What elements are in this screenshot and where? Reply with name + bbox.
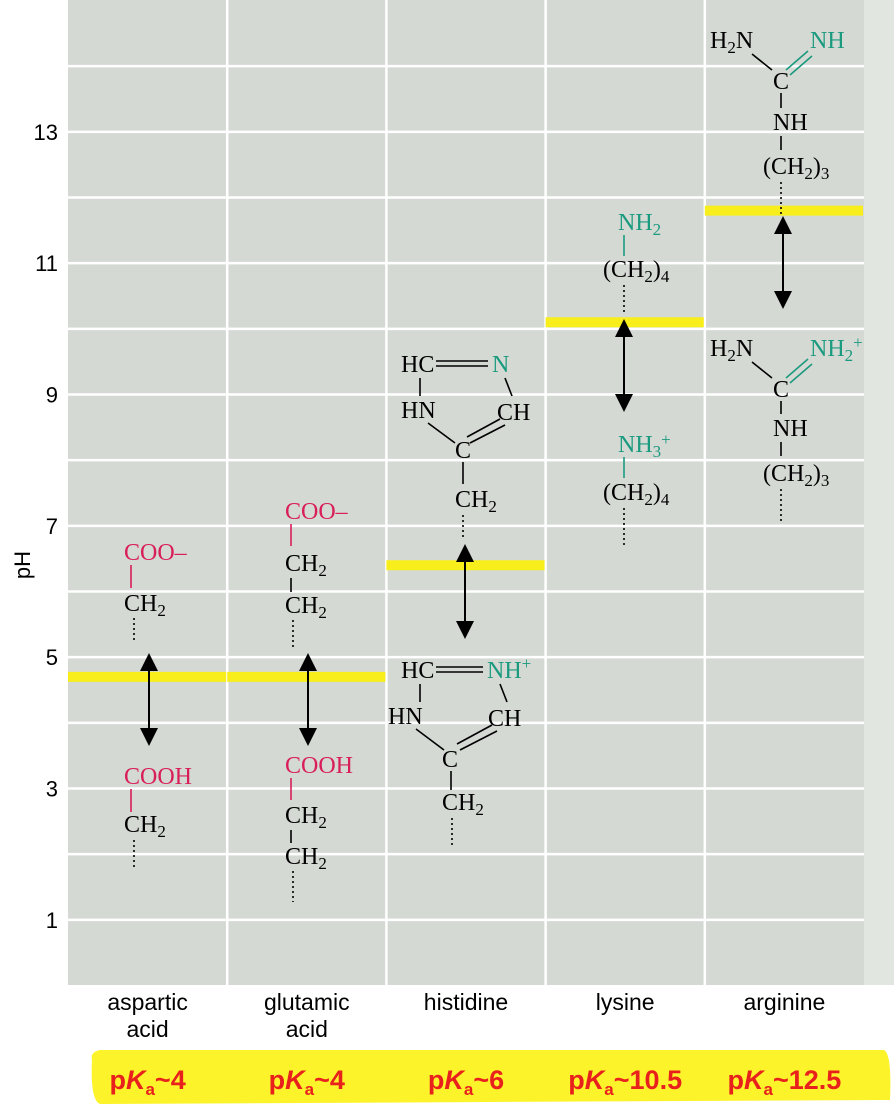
arg-bot-c: C xyxy=(773,377,789,403)
y-tick-label: 7 xyxy=(46,514,58,539)
arg-bot-h2n: H2N xyxy=(710,336,753,365)
y-tick-label: 1 xyxy=(46,908,58,933)
column-label: acid xyxy=(126,1016,168,1042)
arg-bot-nh2: NH2+ xyxy=(810,333,863,365)
his-bot-hn: HN xyxy=(388,704,423,730)
his-top-ch2: CH2 xyxy=(455,487,497,516)
pka-highlight-band xyxy=(91,1050,891,1104)
lysine-structures: NH2 (CH2)4 NH3+ (CH2)4 xyxy=(603,210,671,545)
his-bot-nh: NH+ xyxy=(487,654,531,684)
lys-bot-nh3: NH3+ xyxy=(618,430,671,461)
column-label: aspartic xyxy=(107,989,188,1015)
arg-bot-ch2: (CH2)3 xyxy=(763,461,829,490)
pka-line xyxy=(704,205,863,216)
column-label: glutamic xyxy=(264,989,350,1015)
asp-top-group: COO– xyxy=(124,540,188,566)
y-tick-label: 13 xyxy=(34,120,58,145)
arg-top-ch2: (CH2)3 xyxy=(763,154,829,183)
asp-top-ch2: CH2 xyxy=(124,591,166,620)
y-tick-label: 11 xyxy=(35,251,58,276)
his-top-hn: HN xyxy=(401,398,436,424)
pka-label: pKa~10.5 xyxy=(568,1065,682,1099)
his-top-n: N xyxy=(492,352,509,378)
arg-top-nh: NH xyxy=(810,28,845,54)
lys-bot-ch2: (CH2)4 xyxy=(603,480,670,509)
his-bot-c: C xyxy=(442,747,458,773)
glu-top-group: COO– xyxy=(285,499,349,525)
his-top-hc: HC xyxy=(401,352,434,378)
histidine-structures: HC N HN CH C CH2 HC NH+ HN CH C CH2 xyxy=(388,352,531,848)
pka-line xyxy=(545,317,704,328)
pka-labels: pKa~4 pKa~4 pKa~6 pKa~10.5 pKa~12.5 xyxy=(109,1065,841,1099)
plot-panel xyxy=(68,0,864,985)
pka-label: pKa~6 xyxy=(428,1065,504,1099)
column-label: acid xyxy=(286,1016,328,1042)
column-label: lysine xyxy=(596,989,655,1015)
his-bot-hc: HC xyxy=(401,658,434,684)
pka-line xyxy=(227,671,386,682)
y-tick-label: 5 xyxy=(46,645,58,670)
aspartic-acid-structures: COO– CH2 COOH CH2 xyxy=(124,540,192,870)
glu-bot-ch2-a: CH2 xyxy=(285,803,327,832)
glu-top-ch2-a: CH2 xyxy=(285,551,327,580)
his-top-ch: CH xyxy=(497,400,530,426)
arginine-structures: H2N NH C NH (CH2)3 H2N NH2+ C NH (CH2)3 xyxy=(710,28,863,522)
arg-top-c: C xyxy=(773,69,789,95)
glu-top-ch2-b: CH2 xyxy=(285,593,327,622)
y-tick-label: 9 xyxy=(46,383,58,408)
glu-bot-group: COOH xyxy=(285,753,353,779)
lys-top-ch2: (CH2)4 xyxy=(603,257,670,286)
pka-line xyxy=(68,671,227,682)
asp-bot-group: COOH xyxy=(124,764,192,790)
his-bot-ch2: CH2 xyxy=(442,790,484,819)
right-edge-strip xyxy=(864,0,894,985)
pka-label: pKa~4 xyxy=(109,1065,185,1099)
pka-label: pKa~12.5 xyxy=(728,1065,842,1099)
column-label: arginine xyxy=(743,989,825,1015)
pka-label: pKa~4 xyxy=(269,1065,345,1099)
y-tick-label: 3 xyxy=(46,777,58,802)
glutamic-acid-structures: COO– CH2 CH2 COOH CH2 CH2 xyxy=(285,499,353,902)
arg-bot-nh-chain: NH xyxy=(773,416,808,442)
his-bot-ch: CH xyxy=(488,706,521,732)
lys-top-nh2: NH2 xyxy=(618,210,661,239)
column-label: histidine xyxy=(424,989,508,1015)
asp-bot-ch2: CH2 xyxy=(124,812,166,841)
y-axis-label: pH xyxy=(10,551,35,579)
arg-top-h2n: H2N xyxy=(710,28,753,57)
arg-top-nh-chain: NH xyxy=(773,110,808,136)
glu-bot-ch2-b: CH2 xyxy=(285,844,327,873)
his-top-c: C xyxy=(455,438,471,464)
